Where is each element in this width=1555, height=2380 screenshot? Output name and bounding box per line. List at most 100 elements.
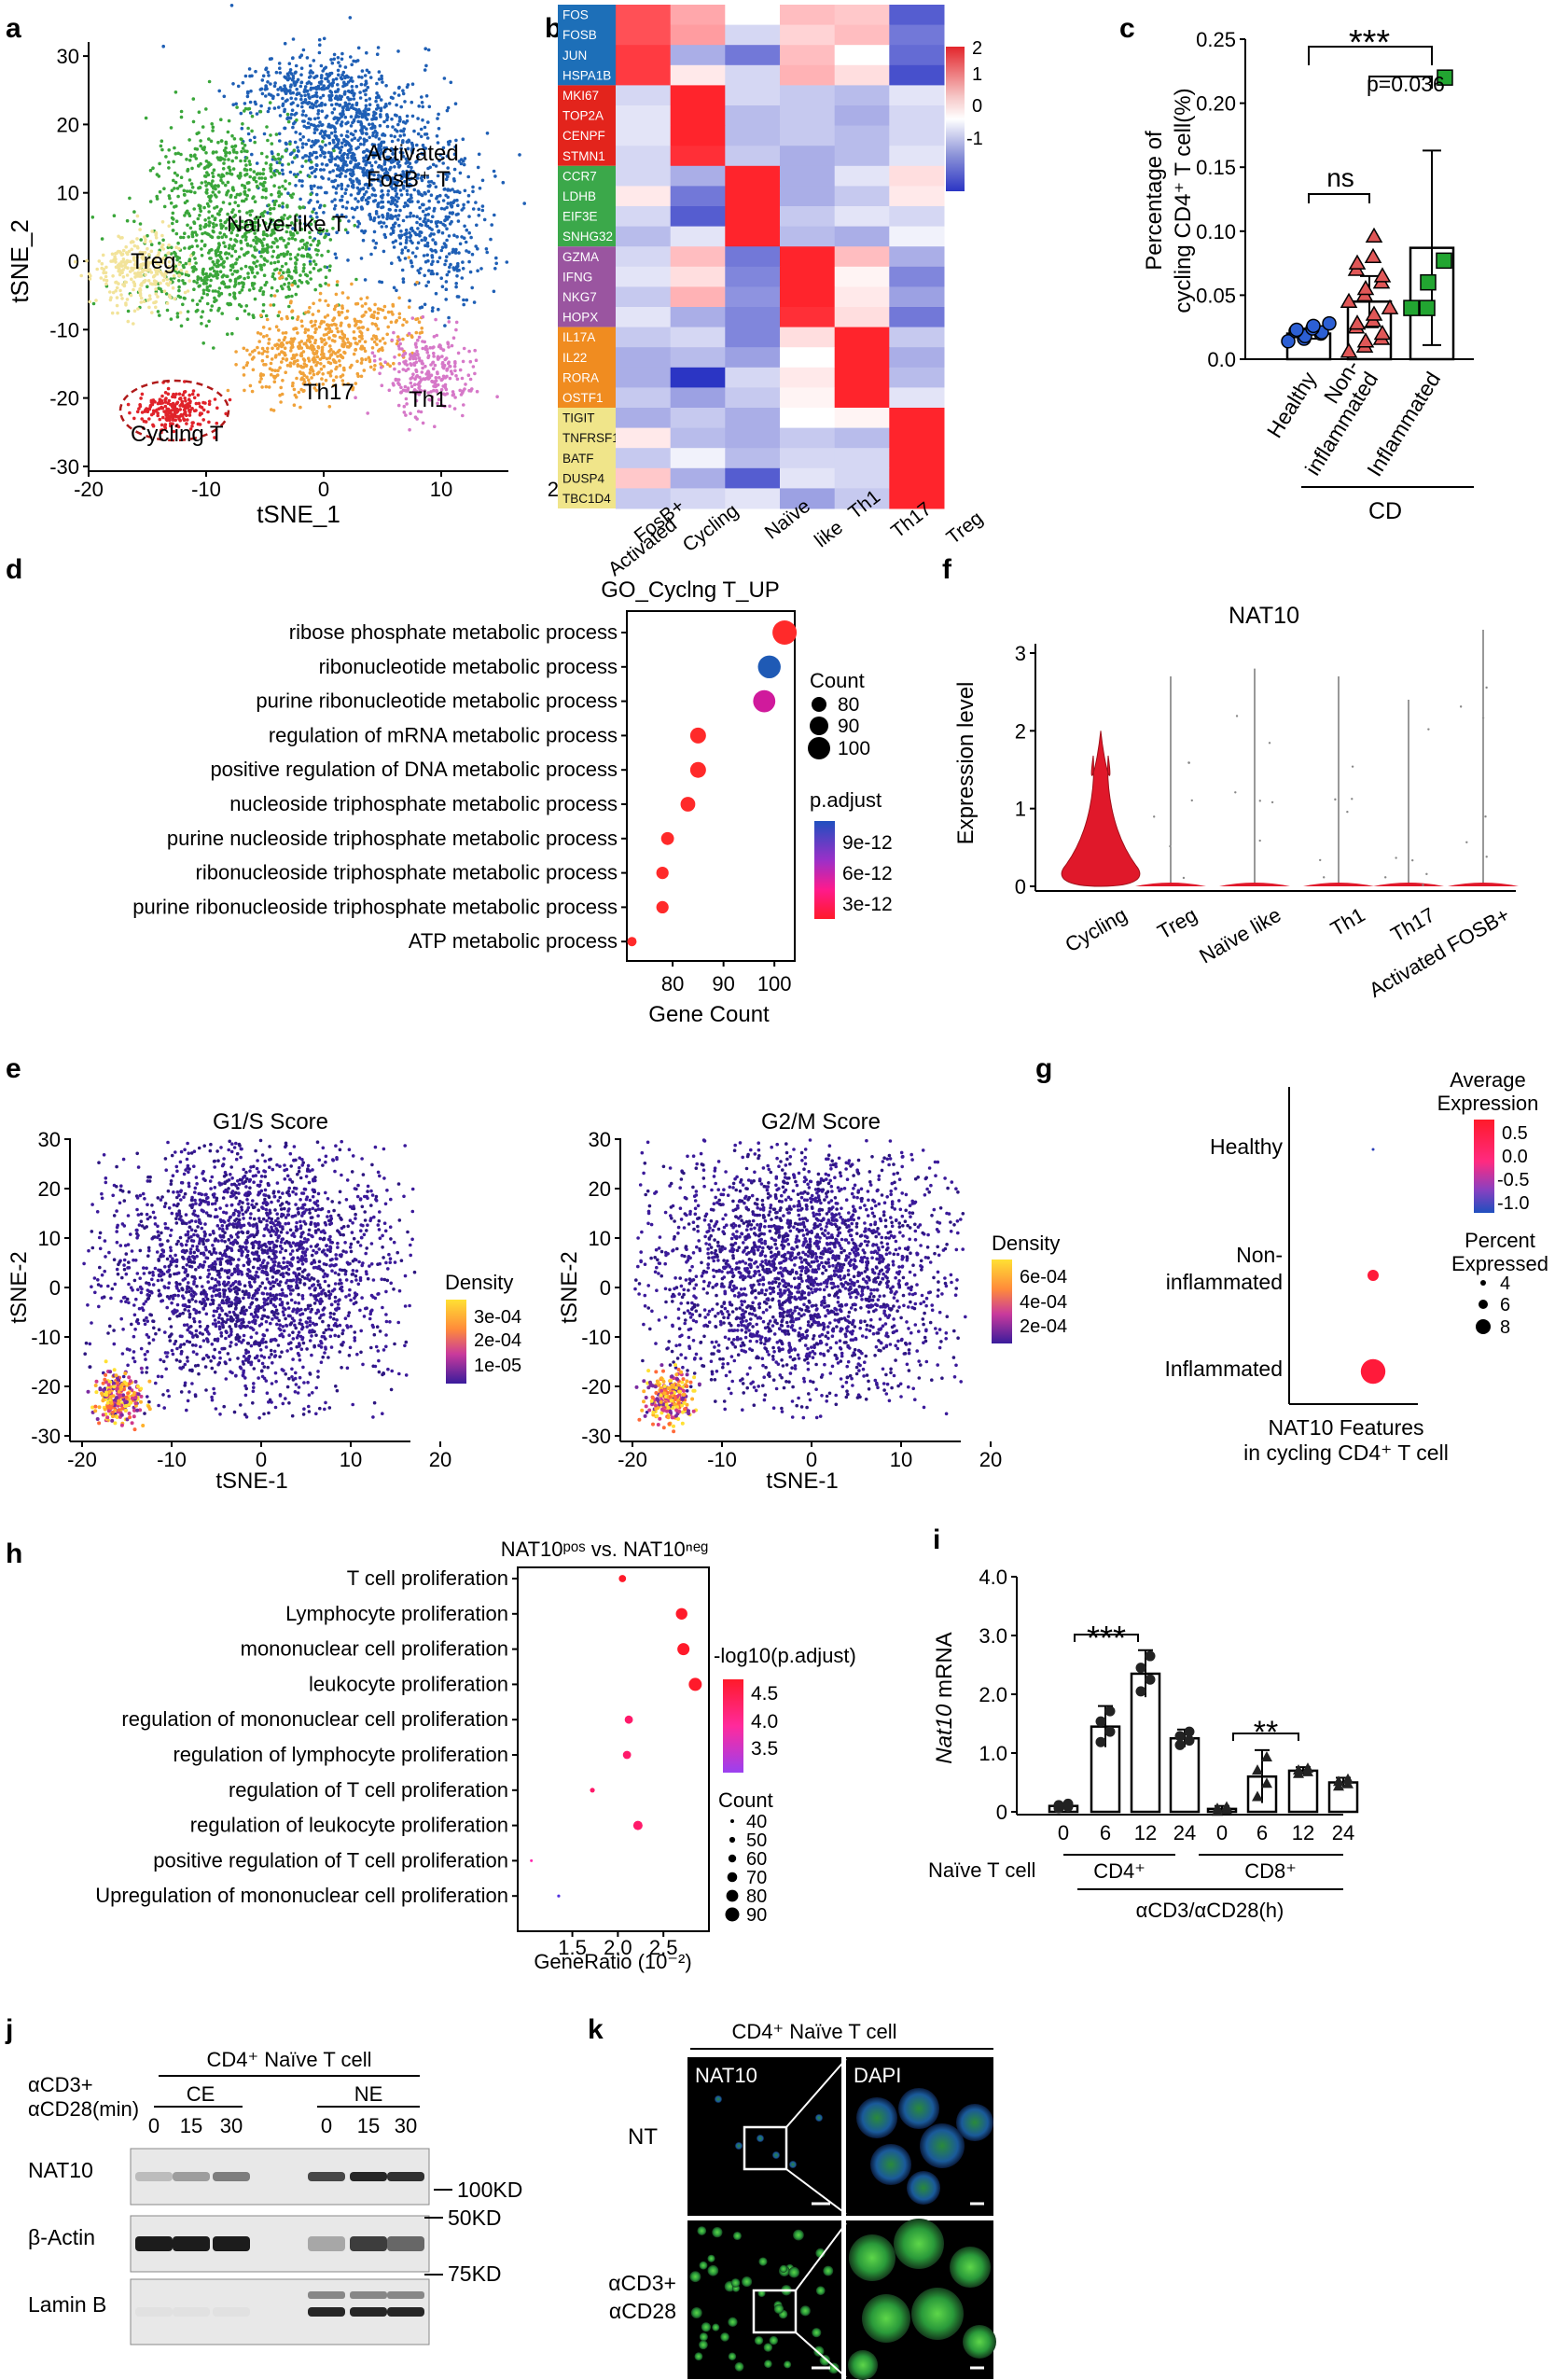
- a-cell-point-3: [327, 356, 332, 360]
- a-cell-point-1: [258, 109, 263, 114]
- a-cell-point-3: [357, 340, 362, 343]
- a-cell-point-3: [269, 361, 273, 366]
- a-cell-point-2: [187, 279, 191, 283]
- a-cell-point-0: [296, 77, 300, 82]
- a-cell-point-1: [222, 259, 226, 264]
- a-cell-point-4: [416, 338, 420, 342]
- d-count-80: 80: [838, 694, 859, 716]
- a-cell-point-0: [410, 196, 413, 200]
- e-left-cell-point: [187, 1312, 192, 1316]
- a-cell-point-3: [340, 311, 344, 314]
- heatmap-cell: [834, 387, 890, 409]
- heatmap-cell: [616, 408, 672, 429]
- a-cell-point-0: [266, 70, 271, 75]
- a-cell-point-4: [397, 346, 402, 351]
- a-cell-point-0: [396, 217, 400, 221]
- a-cell-point-1: [261, 302, 266, 307]
- a-cell-point-3: [296, 331, 299, 335]
- a-cell-point-0: [377, 137, 382, 141]
- a-cell-point-1: [248, 265, 252, 270]
- a-ytick: 20: [57, 113, 79, 136]
- a-cell-point-1: [215, 299, 218, 302]
- a-cell-point-3: [307, 335, 312, 340]
- heatmap-cell: [834, 307, 890, 328]
- a-cell-point-0: [295, 154, 299, 158]
- a-cell-point-0: [329, 131, 334, 135]
- a-cell-point-0: [431, 306, 435, 310]
- a-cell-point-3: [317, 325, 322, 329]
- a-cell-point-0: [462, 206, 465, 210]
- a-cell-point-1: [250, 271, 255, 274]
- a-cell-point-4: [408, 427, 411, 432]
- heatmap-cell: [834, 45, 890, 66]
- a-cell-point-5: [201, 408, 206, 412]
- a-cell-point-0: [329, 71, 334, 76]
- a-cell-point-1: [270, 285, 274, 290]
- a-cell-point-0: [372, 143, 377, 147]
- a-cell-point-1: [304, 272, 308, 277]
- panel-letter-f: f: [942, 554, 952, 585]
- a-cell-point-1: [211, 129, 215, 132]
- a-cell-point-2: [168, 280, 173, 285]
- a-cell-point-3: [397, 312, 402, 316]
- a-cell-point-0: [395, 200, 399, 203]
- a-cell-point-3: [315, 371, 320, 376]
- a-cell-point-0: [452, 167, 457, 172]
- a-cell-point-1: [318, 227, 322, 230]
- a-cell-point-4: [423, 340, 427, 344]
- a-cell-point-3: [299, 371, 303, 376]
- a-cell-point-4: [458, 388, 463, 393]
- e-left-cell-point: [84, 1341, 89, 1345]
- a-cell-point-0: [299, 94, 303, 98]
- a-cell-point-0: [425, 253, 430, 257]
- a-cell-point-1: [173, 205, 176, 209]
- f-outlier: [1268, 742, 1271, 745]
- a-cell-point-4: [495, 395, 499, 399]
- a-cell-point-0: [459, 158, 464, 161]
- a-cell-point-5: [191, 389, 196, 393]
- a-cell-point-1: [318, 283, 323, 287]
- a-cell-point-0: [441, 161, 446, 165]
- e-left-cell-point: [307, 1404, 311, 1409]
- a-cell-point-5: [174, 407, 177, 411]
- a-cell-point-1: [248, 168, 253, 172]
- f-ytick: 1: [1015, 798, 1026, 821]
- a-cell-point-3: [359, 361, 364, 365]
- a-cell-point-0: [465, 228, 469, 232]
- a-cell-point-0: [336, 164, 340, 168]
- a-cell-point-1: [238, 290, 242, 295]
- f-violin-base: [1303, 883, 1374, 886]
- a-cell-point-0: [350, 206, 354, 211]
- a-cell-point-1: [304, 160, 308, 163]
- b-col-like: like: [811, 517, 847, 552]
- heatmap-cell: [834, 146, 890, 167]
- b-legend-0: 0: [972, 96, 982, 117]
- a-cell-point-1: [232, 244, 236, 247]
- a-cell-point-1: [212, 230, 215, 234]
- a-cell-point-0: [518, 153, 521, 157]
- a-ytick: 0: [68, 250, 79, 273]
- e-left-cell-point: [107, 1250, 111, 1255]
- heatmap-cell: [834, 226, 890, 247]
- heatmap-cell: [670, 266, 726, 287]
- a-cell-point-0: [402, 132, 407, 137]
- a-cell-point-5: [201, 400, 205, 405]
- gene-label: SNHG32: [562, 230, 613, 244]
- a-cell-point-1: [194, 261, 198, 265]
- a-cell-point-3: [352, 336, 356, 341]
- heatmap-cell: [616, 327, 672, 348]
- e-right-xtick: 10: [890, 1448, 912, 1471]
- a-cell-point-0: [425, 241, 430, 245]
- a-cell-point-0: [433, 206, 437, 211]
- e-left-cell-point: [257, 1376, 260, 1380]
- e-left-cell-point: [190, 1244, 195, 1248]
- a-cell-point-0: [297, 149, 300, 153]
- a-cell-point-2: [114, 260, 118, 264]
- d-dot: [689, 727, 706, 744]
- a-cell-point-2: [101, 253, 105, 257]
- a-cell-point-2: [110, 311, 115, 315]
- a-cell-point-0: [364, 198, 368, 202]
- a-cell-point-3: [405, 320, 409, 324]
- a-cell-point-0: [421, 118, 424, 122]
